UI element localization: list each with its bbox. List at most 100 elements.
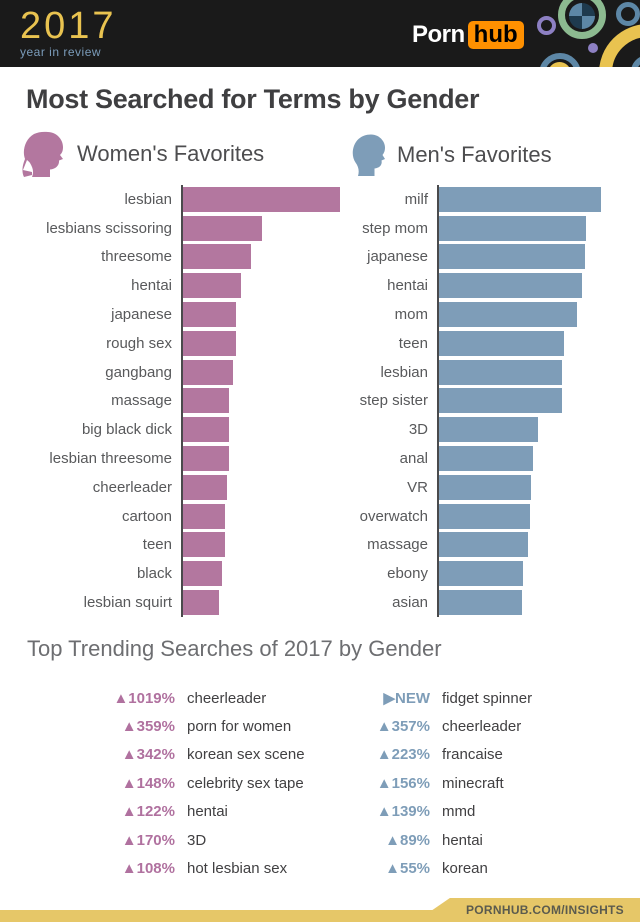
bar xyxy=(183,186,340,212)
bar-track xyxy=(181,472,343,502)
trend-change: ▲342% xyxy=(121,746,175,764)
bar xyxy=(439,446,533,472)
trending-row: ▲139% mmd xyxy=(340,798,532,826)
trending-row: ▲108% hot lesbian sex xyxy=(25,854,305,882)
bar-label: japanese xyxy=(367,248,428,266)
bar-label: step sister xyxy=(359,392,428,410)
chart-row: step mom xyxy=(272,213,607,243)
chart-row: 3D xyxy=(272,415,607,445)
bar-track xyxy=(437,588,607,617)
bar-label: anal xyxy=(399,450,428,468)
bar xyxy=(183,359,233,385)
chart-row: cheerleader xyxy=(16,472,343,502)
bar-label: teen xyxy=(398,334,428,352)
bar xyxy=(183,503,225,529)
decor-quartered-circle-icon xyxy=(569,3,595,29)
bar-track xyxy=(181,530,343,560)
legend-women-label: Women's Favorites xyxy=(77,141,265,166)
chart-row: big black dick xyxy=(16,415,343,445)
bar xyxy=(183,446,229,472)
trend-change: ▲139% xyxy=(376,803,430,821)
trending-row: ▲359% porn for women xyxy=(25,712,305,740)
bar-label: VR xyxy=(407,478,428,496)
chart-row: mom xyxy=(272,300,607,329)
bar-track xyxy=(437,242,607,272)
bar xyxy=(439,359,562,385)
year-in-review-logo: 2017 year in review xyxy=(20,7,117,58)
trend-change: ▲223% xyxy=(376,746,430,764)
chart-row: lesbian threesome xyxy=(16,444,343,473)
bar-label: 3D xyxy=(408,421,428,439)
bar-label: japanese xyxy=(111,306,172,324)
footer-insights-link[interactable]: PORNHUB.COM/INSIGHTS xyxy=(465,903,624,917)
man-head-icon xyxy=(352,134,385,176)
trending-men-list: ▶NEW fidget spinner ▲357% cheerleader ▲223% f… xyxy=(340,684,532,883)
bar-track xyxy=(181,415,343,445)
bar xyxy=(439,590,522,616)
bar xyxy=(183,388,229,414)
women-favorites-chart: lesbian lesbians scissoring threesome henta… xyxy=(16,185,343,617)
legend-men-label: Men's Favorites xyxy=(397,141,552,167)
trending-row: ▲170% 3D xyxy=(25,826,305,854)
bar-track xyxy=(437,559,607,589)
bar-label: cartoon xyxy=(121,507,172,525)
bar-label: hentai xyxy=(131,277,172,295)
chart-row: overwatch xyxy=(272,501,607,531)
bar-track xyxy=(181,559,343,589)
bar-track xyxy=(437,386,607,416)
trend-change: ▲1019% xyxy=(113,689,175,707)
bar-track xyxy=(181,357,343,387)
pornhub-logo-porn: Porn xyxy=(412,21,465,49)
bar-track xyxy=(437,185,607,214)
bar xyxy=(183,532,225,558)
bar-label: milf xyxy=(404,190,428,208)
chart-row: japanese xyxy=(272,242,607,272)
bar-track xyxy=(437,444,607,473)
trending-row: ▲1019% cheerleader xyxy=(25,684,305,712)
decor-green-ring-icon xyxy=(558,0,606,39)
trending-title: Top Trending Searches of 2017 by Gender xyxy=(27,636,442,661)
chart-row: step sister xyxy=(272,386,607,416)
trend-term: francaise xyxy=(442,746,503,764)
bar xyxy=(439,330,564,356)
chart-row: asian xyxy=(272,588,607,617)
chart-row: teen xyxy=(16,530,343,560)
trend-change: ▲148% xyxy=(121,774,175,792)
chart-row: lesbian xyxy=(16,185,343,214)
chart-row: ebony xyxy=(272,559,607,589)
bar-track xyxy=(181,328,343,358)
trend-term: mmd xyxy=(442,803,476,821)
bar-track xyxy=(181,185,343,214)
decor-purple-ring-icon xyxy=(537,16,556,35)
bar-track xyxy=(181,444,343,473)
chart-row: lesbian xyxy=(272,357,607,387)
bar-label: black xyxy=(136,565,172,583)
bar-label: lesbians scissoring xyxy=(46,219,172,237)
trend-term: hot lesbian sex xyxy=(187,860,288,878)
bar-label: mom xyxy=(394,306,428,324)
bar-label: massage xyxy=(111,392,172,410)
bar-label: lesbian xyxy=(380,363,428,381)
bar xyxy=(439,503,530,529)
bar-track xyxy=(437,328,607,358)
chart-row: hentai xyxy=(272,271,607,301)
trend-term: 3D xyxy=(187,831,207,849)
chart-row: anal xyxy=(272,444,607,473)
chart-row: massage xyxy=(16,386,343,416)
bar-label: threesome xyxy=(101,248,172,266)
chart-row: japanese xyxy=(16,300,343,329)
chart-row: rough sex xyxy=(16,328,343,358)
trend-term: fidget spinner xyxy=(442,689,533,707)
trending-row: ▲122% hentai xyxy=(25,798,305,826)
pornhub-logo[interactable]: Porn hub xyxy=(412,21,524,50)
bar-track xyxy=(181,588,343,617)
trending-row: ▶NEW fidget spinner xyxy=(340,684,532,712)
bar xyxy=(183,330,236,356)
bar-track xyxy=(181,213,343,243)
bar xyxy=(439,532,528,558)
trending-women-list: ▲1019% cheerleader ▲359% porn for women ▲342… xyxy=(25,684,305,883)
chart-row: teen xyxy=(272,328,607,358)
bar-label: lesbian squirt xyxy=(83,594,172,612)
bar-track xyxy=(437,213,607,243)
